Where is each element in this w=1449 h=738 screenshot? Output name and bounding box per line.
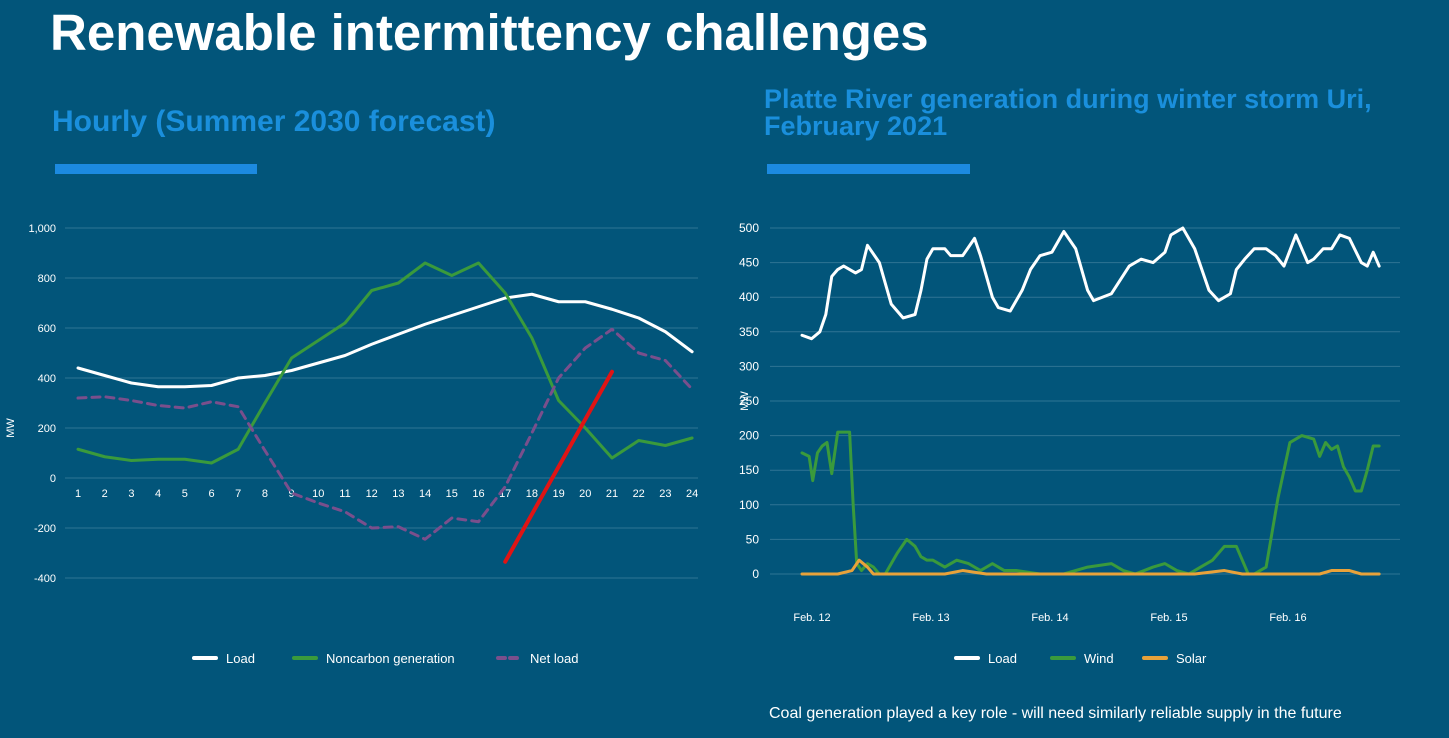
series-load <box>76 292 694 389</box>
x-tick-label: 9 <box>289 488 295 500</box>
legend-label-net-load: Net load <box>530 651 578 666</box>
legend-label-load: Load <box>226 651 255 666</box>
ramp-annotation-line <box>503 369 614 564</box>
series-noncarbon-generation <box>76 261 694 465</box>
x-tick-label: 5 <box>182 488 188 500</box>
x-tick-label: 2 <box>102 488 108 500</box>
x-tick-label: 6 <box>208 488 214 500</box>
x-tick-label: Feb. 16 <box>1269 612 1306 624</box>
legend-label-noncarbon-generation: Noncarbon generation <box>326 651 455 666</box>
y-tick-label: -400 <box>34 573 56 585</box>
y-tick-label: 400 <box>739 290 759 304</box>
y-tick-label: 200 <box>38 423 56 435</box>
x-tick-label: Feb. 14 <box>1031 612 1068 624</box>
y-tick-label: 600 <box>38 323 56 335</box>
x-tick-label: 11 <box>339 488 350 500</box>
x-tick-label: 23 <box>659 488 671 500</box>
y-tick-label: -200 <box>34 523 56 535</box>
legend-label-solar: Solar <box>1176 651 1207 666</box>
y-tick-label: 800 <box>38 273 56 285</box>
left-chart-title: Hourly (Summer 2030 forecast) <box>52 105 496 138</box>
x-tick-label: 24 <box>686 488 698 500</box>
y-axis-label: MW <box>739 391 751 411</box>
x-tick-label: 12 <box>366 488 378 500</box>
y-tick-label: 400 <box>38 373 56 385</box>
y-tick-label: 0 <box>50 473 56 485</box>
x-tick-label: 8 <box>262 488 268 500</box>
x-tick-label: Feb. 13 <box>912 612 949 624</box>
x-tick-label: 20 <box>579 488 591 500</box>
y-tick-label: 50 <box>746 532 760 546</box>
y-axis-label: MW <box>5 418 17 438</box>
y-tick-label: 150 <box>739 463 759 477</box>
x-tick-label: 19 <box>552 488 564 500</box>
y-tick-label: 450 <box>739 256 759 270</box>
x-tick-label: 7 <box>235 488 241 500</box>
series-net-load <box>76 327 694 541</box>
winter-storm-chart: 0 50 100 150 200 250 300 350 400 450 500 Feb. 12 Feb… <box>739 221 1400 666</box>
legend-label-load: Load <box>988 651 1017 666</box>
right-accent-bar <box>767 164 970 174</box>
slide-title: Renewable intermittency challenges <box>50 4 929 61</box>
series-wind <box>800 430 1381 576</box>
y-tick-label: 1,000 <box>28 223 56 235</box>
x-tick-label: 3 <box>128 488 134 500</box>
y-tick-label: 0 <box>752 567 759 581</box>
x-tick-label: 13 <box>392 488 404 500</box>
x-tick-label: 18 <box>526 488 538 500</box>
series-load <box>800 226 1381 341</box>
y-tick-label: 350 <box>739 325 759 339</box>
y-tick-label: 250 <box>739 394 759 408</box>
y-tick-label: 300 <box>739 359 759 373</box>
x-tick-label: Feb. 15 <box>1150 612 1187 624</box>
x-tick-label: 1 <box>75 488 81 500</box>
right-chart-title: Platte River generation during winter st… <box>764 84 1372 141</box>
x-tick-label: 4 <box>155 488 161 500</box>
x-tick-label: 16 <box>472 488 484 500</box>
x-tick-label: Feb. 12 <box>793 612 830 624</box>
x-tick-label: 22 <box>633 488 645 500</box>
series-solar <box>800 558 1381 576</box>
x-tick-label: 10 <box>312 488 324 500</box>
x-tick-label: 21 <box>606 488 618 500</box>
x-tick-label: 15 <box>446 488 458 500</box>
footnote: Coal generation played a key role - will… <box>769 705 1342 722</box>
legend-label-wind: Wind <box>1084 651 1114 666</box>
y-tick-label: 100 <box>739 498 759 512</box>
y-tick-label: 200 <box>739 429 759 443</box>
left-accent-bar <box>55 164 257 174</box>
y-tick-label: 500 <box>739 221 759 235</box>
x-tick-label: 14 <box>419 488 431 500</box>
